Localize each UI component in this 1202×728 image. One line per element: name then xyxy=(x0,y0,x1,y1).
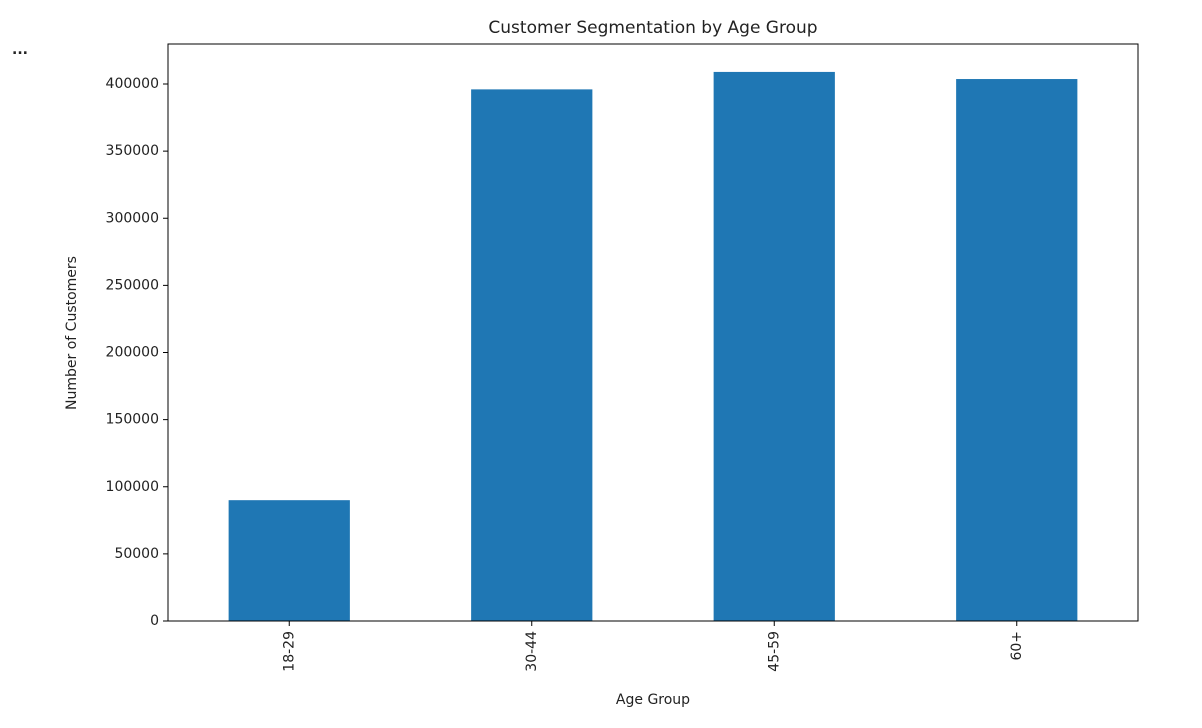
x-tick-label: 30-44 xyxy=(524,631,540,672)
x-axis-label: Age Group xyxy=(616,692,690,708)
y-tick-label: 350000 xyxy=(106,143,159,159)
y-tick-label: 50000 xyxy=(114,546,159,562)
bar xyxy=(228,500,350,621)
chart-title: Customer Segmentation by Age Group xyxy=(488,18,817,38)
y-tick-label: 300000 xyxy=(106,210,159,226)
x-tick-label: 18-29 xyxy=(281,631,297,672)
y-tick-label: 0 xyxy=(150,613,159,629)
y-tick-label: 200000 xyxy=(106,345,159,361)
bar xyxy=(471,89,593,622)
y-tick-label: 100000 xyxy=(106,479,159,495)
x-tick-label: 60+ xyxy=(1009,631,1025,661)
bar xyxy=(713,71,835,621)
menu-icon[interactable]: ... xyxy=(12,42,28,58)
plot-frame xyxy=(167,43,1139,622)
y-axis-label: Number of Customers xyxy=(64,256,80,410)
y-tick-label: 150000 xyxy=(106,412,159,428)
bar xyxy=(956,79,1078,621)
x-tick-label: 45-59 xyxy=(766,631,782,672)
y-tick-label: 400000 xyxy=(106,76,159,92)
y-tick-label: 250000 xyxy=(106,277,159,293)
